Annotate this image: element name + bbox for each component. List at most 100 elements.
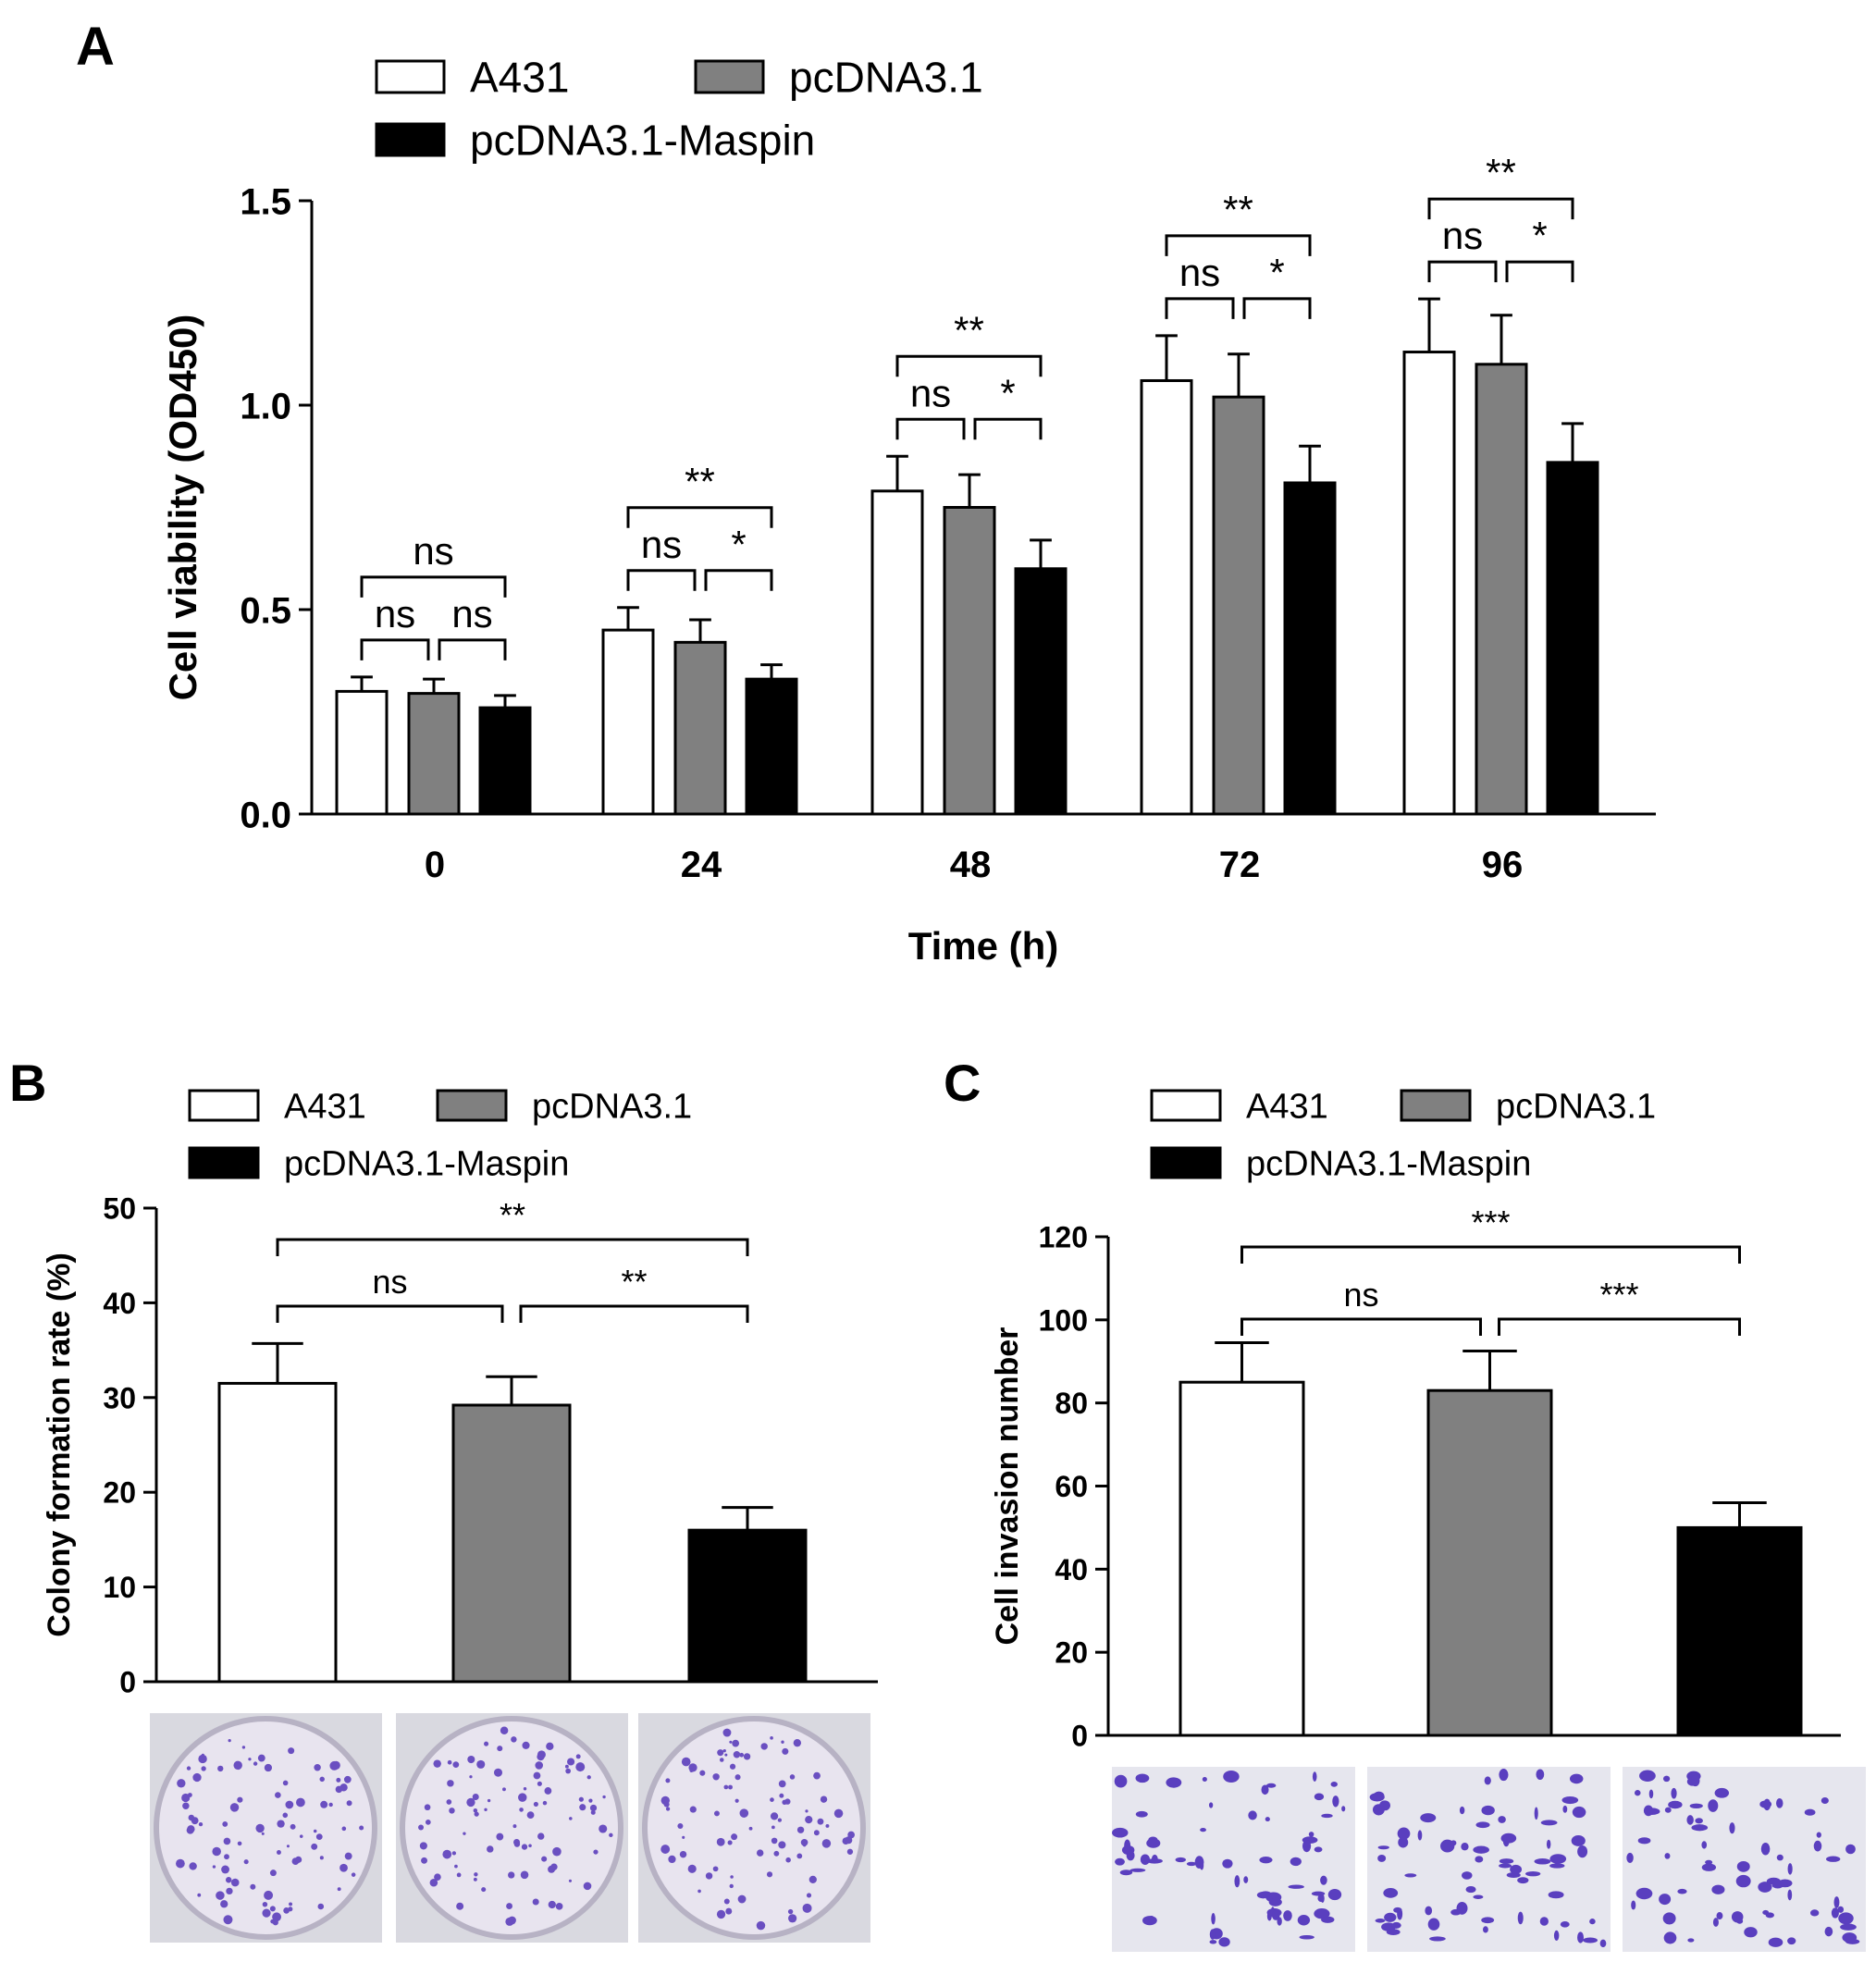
y-tick-label: 0.0: [240, 795, 291, 835]
colony-dot: [552, 1846, 562, 1857]
bar: [451, 1403, 572, 1684]
y-tick-label: 100: [1039, 1303, 1088, 1337]
colony-dot: [282, 1780, 289, 1786]
colony-dot: [544, 1787, 552, 1795]
colony-dot: [288, 1906, 293, 1912]
colony-dot: [497, 1746, 503, 1752]
colony-dot: [526, 1811, 535, 1820]
colony-dot: [732, 1739, 740, 1747]
bar: [1475, 363, 1528, 816]
colony-dot: [446, 1799, 452, 1805]
invasion-cell: [1744, 1927, 1758, 1938]
bar: [1546, 461, 1599, 816]
colony-dot: [748, 1826, 753, 1831]
colony-dot: [687, 1864, 697, 1873]
invasion-cell: [1475, 1821, 1490, 1829]
invasion-cell: [1256, 1891, 1270, 1899]
invasion-cell: [1689, 1803, 1703, 1808]
invasion-cell: [1386, 1929, 1401, 1935]
invasion-cell: [1429, 1936, 1446, 1942]
invasion-cell: [1712, 1918, 1719, 1927]
panel-label-b: B: [9, 1054, 46, 1112]
invasion-cell: [1202, 1776, 1207, 1782]
colony-dot: [729, 1740, 733, 1744]
colony-dot: [262, 1902, 268, 1907]
colony-dot: [679, 1850, 687, 1858]
x-tick-label: 0: [425, 845, 445, 885]
invasion-cell: [1691, 1824, 1709, 1832]
colony-dot: [731, 1833, 738, 1841]
colony-dot: [677, 1822, 684, 1829]
invasion-cell: [1186, 1861, 1197, 1867]
colony-plate: [400, 1716, 623, 1940]
invasion-cell: [1787, 1889, 1793, 1901]
y-tick-label: 1.0: [240, 386, 291, 426]
colony-dot: [729, 1763, 736, 1770]
colony-dot: [665, 1807, 671, 1811]
y-tick-label: 120: [1039, 1221, 1088, 1254]
colony-dot: [447, 1780, 454, 1787]
invasion-cell: [1259, 1856, 1273, 1864]
colony-dot: [225, 1876, 232, 1883]
colony-dot: [311, 1843, 318, 1850]
colony-dot: [469, 1775, 473, 1779]
colony-dot: [319, 1856, 324, 1860]
invasion-cell: [1599, 1939, 1607, 1948]
colony-dot: [270, 1919, 275, 1924]
legend-label: A431: [284, 1088, 366, 1127]
colony-dot: [222, 1820, 228, 1827]
colony-dot: [269, 1906, 276, 1912]
colony-dot: [719, 1758, 724, 1762]
colony-dot: [296, 1797, 305, 1808]
colony-dot: [186, 1766, 191, 1771]
bar: [217, 1381, 338, 1684]
colony-dot: [341, 1826, 347, 1832]
invasion-cell: [1639, 1770, 1656, 1782]
invasion-cell: [1459, 1806, 1465, 1815]
colony-dot: [474, 1872, 478, 1877]
invasion-cell: [1845, 1844, 1856, 1855]
legend-label: A431: [1246, 1088, 1328, 1127]
colony-dot: [182, 1802, 190, 1809]
colony-dot: [456, 1872, 462, 1878]
colony-dot: [433, 1759, 441, 1768]
colony-dot: [593, 1849, 599, 1855]
invasion-cell: [1716, 1912, 1723, 1920]
invasion-cell: [1701, 1841, 1708, 1849]
invasion-cell: [1583, 1937, 1598, 1943]
significance-bracket: [1240, 1245, 1741, 1264]
bar: [1402, 351, 1456, 816]
colony-dot: [337, 1887, 341, 1892]
invasion-cell: [1283, 1910, 1292, 1921]
invasion-cell: [1662, 1912, 1676, 1925]
invasion-cell: [1536, 1769, 1545, 1781]
colony-dot: [255, 1823, 265, 1833]
colony-dot: [359, 1825, 364, 1831]
colony-dot: [588, 1798, 593, 1803]
invasion-cell: [1648, 1789, 1654, 1799]
legend-swatch: [375, 122, 446, 157]
significance-label: ns: [910, 371, 951, 414]
colony-dot: [500, 1726, 509, 1734]
colony-dot: [456, 1902, 464, 1910]
bar: [601, 628, 655, 816]
invasion-cell: [1577, 1931, 1584, 1943]
colony-dot: [825, 1823, 830, 1828]
y-tick-label: 0: [1071, 1720, 1088, 1753]
colony-dot: [421, 1857, 428, 1864]
significance-label: *: [731, 523, 746, 566]
invasion-cell: [1391, 1921, 1401, 1929]
invasion-cell: [1664, 1853, 1671, 1859]
colony-plate: [154, 1716, 377, 1940]
y-tick-label: 1.5: [240, 181, 291, 222]
invasion-cell: [1540, 1820, 1558, 1826]
invasion-cell: [1659, 1894, 1672, 1906]
legend-swatch: [694, 59, 765, 94]
colony-dot: [283, 1907, 290, 1914]
colony-dot: [660, 1845, 671, 1854]
invasion-cell: [1502, 1835, 1510, 1847]
invasion-cell: [1482, 1926, 1488, 1933]
colony-dot: [217, 1765, 224, 1772]
invasion-cell: [1475, 1856, 1484, 1863]
